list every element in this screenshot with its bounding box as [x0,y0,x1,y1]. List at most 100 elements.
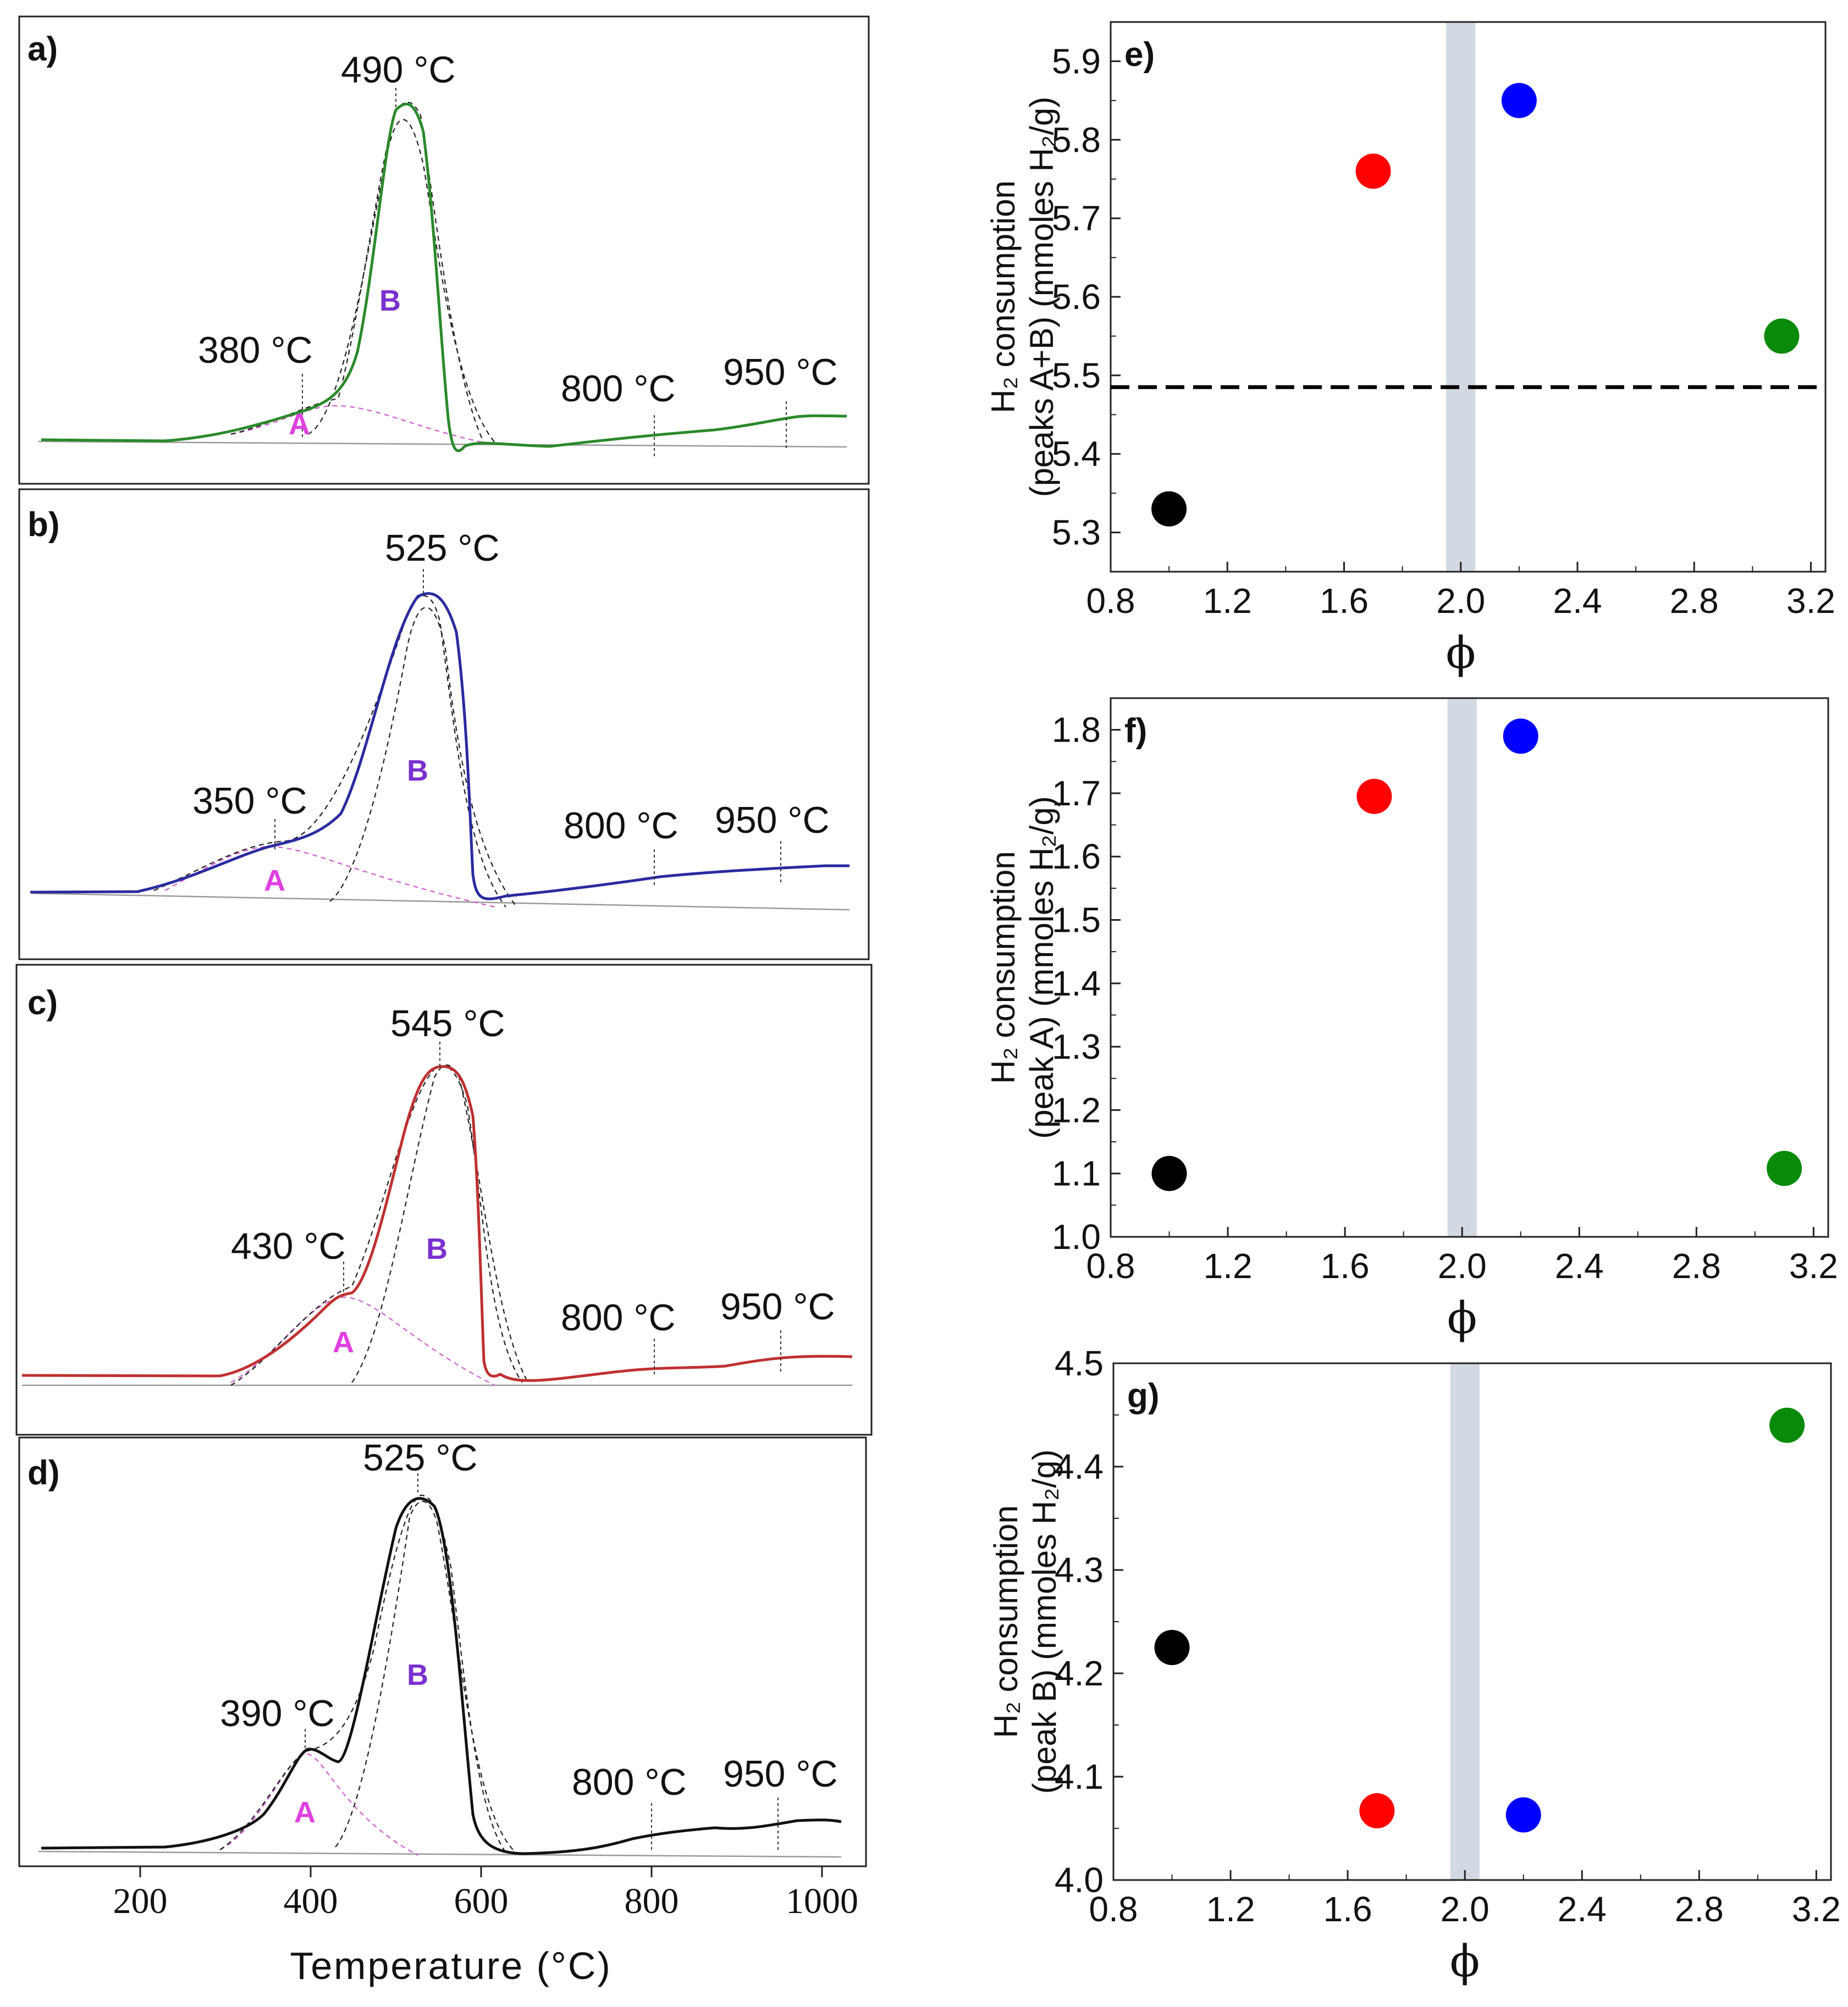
panel-c-frame [15,964,873,1436]
panel-a-peak-a-label: A [289,408,310,441]
panel-e-x-axis-title: ϕ [1446,627,1476,678]
panel-a-temp-800: 800 °C [561,368,676,410]
panel-c-fit-peak-a [230,1296,495,1386]
panel-g-data-point [1505,1797,1541,1833]
panel-e-x-tick-label: 1.6 [1320,581,1369,621]
panel-d-x-tick-label: 1000 [786,1881,858,1921]
panel-a-temp-950: 950 °C [723,351,838,393]
panel-f-data-point [1151,1155,1187,1191]
panel-d-x-axis-title: Temperature (°C) [290,1944,612,1987]
panel-c-temp-430: 430 °C [231,1225,346,1267]
panel-b-tpr-curve [30,592,849,900]
panel-b-temp-525: 525 °C [385,527,500,569]
panel-a-fit-peak-a [230,405,484,444]
panel-b-temp-950: 950 °C [715,799,830,841]
panel-c-peak-b-label: B [426,1232,448,1265]
panel-e-y-tick-label: 5.7 [1052,198,1101,238]
panel-g-x-tick-label: 2.0 [1441,1889,1490,1929]
panel-f-y-axis-title-line2: (peak A) (mmoles H₂/g) [1023,796,1060,1138]
panel-d-x-tick-label: 600 [454,1881,509,1921]
panel-g-x-tick-label: 1.6 [1323,1889,1372,1929]
panel-b-fit-peak-b [329,606,517,908]
panel-c-tpr-curve [21,1065,853,1382]
panel-f-x-tick-label: 0.8 [1086,1246,1135,1286]
panel-e-data-point [1764,318,1800,354]
panel-e-y-axis-title-line2: (peaks A+B) (mmoles H₂/g) [1023,97,1060,497]
panel-b: b) 350 °C 525 °C 800 °C 950 °C A B [18,488,870,960]
panel-e-y-tick-label: 5.6 [1052,277,1101,317]
panel-f-y-tick-label: 1.1 [1052,1154,1101,1193]
panel-d-x-ticks [139,1866,823,1877]
panel-g-x-tick-label: 1.2 [1206,1889,1255,1929]
panel-e-y-axis-title-line1: H₂ consumption [985,180,1022,413]
panel-g-x-tick-label: 2.8 [1675,1889,1724,1929]
panel-e: 0.8 1.2 1.6 2.0 2.4 2.8 3.2 5.3 5.4 5.5 5.6 5.7 5.8 5… [985,21,1835,678]
panel-a: a) 380 °C 490 °C 800 °C 950 °C A B [18,15,870,485]
panel-f-y-axis-title-line1: H₂ consumption [985,851,1022,1084]
panel-g-y-tick-label: 4.0 [1055,1860,1104,1900]
panel-e-x-tick-label: 2.0 [1436,581,1485,621]
panel-d-frame [18,1436,867,1867]
panel-g-y-tick-label: 4.5 [1055,1343,1104,1383]
panel-f-x-tick-label: 2.0 [1438,1246,1487,1286]
panel-d-tpr-curve [41,1497,842,1855]
panel-g-x-tick-label: 2.4 [1558,1889,1607,1929]
panel-c-peak-a-label: A [333,1326,354,1359]
panel-g-x-tick-label: 0.8 [1089,1889,1138,1929]
panel-a-label: a) [27,30,58,68]
panel-d: d) 390 °C 525 °C 800 °C 950 °C A B 200 4… [18,1436,867,1987]
panel-c-temp-545: 545 °C [390,1003,505,1044]
panel-f-y-tick-label: 1.2 [1052,1090,1101,1130]
panel-a-peak-b-label: B [379,284,401,317]
panel-e-y-tick-label: 5.3 [1052,513,1101,552]
panel-e-label: e) [1124,36,1155,74]
panel-c-label: c) [27,984,58,1022]
panel-d-fit-peak-a [219,1752,418,1856]
panel-d-x-tick-label: 800 [625,1881,679,1921]
panel-f: 0.8 1.2 1.6 2.0 2.4 2.8 3.2 1.0 1.1 1.2 1.3 1.4 1.5 1… [985,697,1838,1343]
panel-f-y-tick-label: 1.0 [1052,1217,1101,1257]
panel-b-baseline [32,892,850,911]
panel-e-x-tick-label: 2.8 [1670,581,1719,621]
panel-a-temp-380: 380 °C [198,329,313,371]
panel-f-y-tick-label: 1.3 [1052,1027,1101,1066]
panel-e-y-tick-label: 5.9 [1052,41,1101,81]
panel-d-temp-390: 390 °C [220,1693,335,1734]
panel-b-label: b) [27,506,60,544]
panel-f-y-tick-label: 1.6 [1052,837,1101,876]
panel-d-baseline [38,1850,842,1858]
panel-e-data-point [1501,82,1537,118]
panel-f-y-tick-label: 1.8 [1052,710,1101,750]
panel-f-x-tick-label: 2.8 [1672,1246,1721,1286]
panel-g-x-tick-label: 3.2 [1792,1889,1841,1929]
panel-g-label: g) [1127,1377,1160,1415]
panel-b-temp-350: 350 °C [192,780,307,822]
panel-g-y-axis-title-line1: H₂ consumption [988,1505,1024,1738]
panel-g-y-tick-label: 4.2 [1055,1654,1104,1693]
panel-f-y-tick-label: 1.4 [1052,964,1101,1003]
panel-g-y-tick-label: 4.1 [1055,1757,1104,1796]
panel-g-y-axis-title-line2: (peak B) (mmoles H₂/g) [1026,1450,1063,1794]
panel-d-peak-a-label: A [294,1796,316,1829]
panel-d-temp-950: 950 °C [723,1753,838,1795]
panel-d-fit-peak-b [335,1501,517,1854]
panel-f-x-tick-label: 3.2 [1789,1246,1838,1286]
panel-f-frame [1110,697,1829,1238]
panel-b-peak-a-label: A [264,864,285,897]
panel-e-data-point [1355,153,1391,189]
panel-d-x-tick-label: 200 [113,1881,168,1921]
panel-a-frame [18,15,870,485]
panel-b-fit-peak-a [164,845,495,908]
panel-f-x-tick-label: 2.4 [1555,1246,1604,1286]
panel-a-baseline [38,440,847,448]
panel-e-x-tick-label: 2.4 [1553,581,1602,621]
panel-f-y-tick-label: 1.7 [1052,773,1101,813]
panel-f-data-point [1356,778,1392,814]
panel-g-y-tick-label: 4.4 [1055,1447,1104,1486]
panel-c-temp-800: 800 °C [561,1297,676,1339]
panel-e-y-tick-label: 5.5 [1052,356,1101,395]
panel-d-temp-800: 800 °C [572,1761,687,1803]
panel-f-x-tick-label: 1.2 [1204,1246,1253,1286]
panel-c-temp-950: 950 °C [720,1286,835,1328]
